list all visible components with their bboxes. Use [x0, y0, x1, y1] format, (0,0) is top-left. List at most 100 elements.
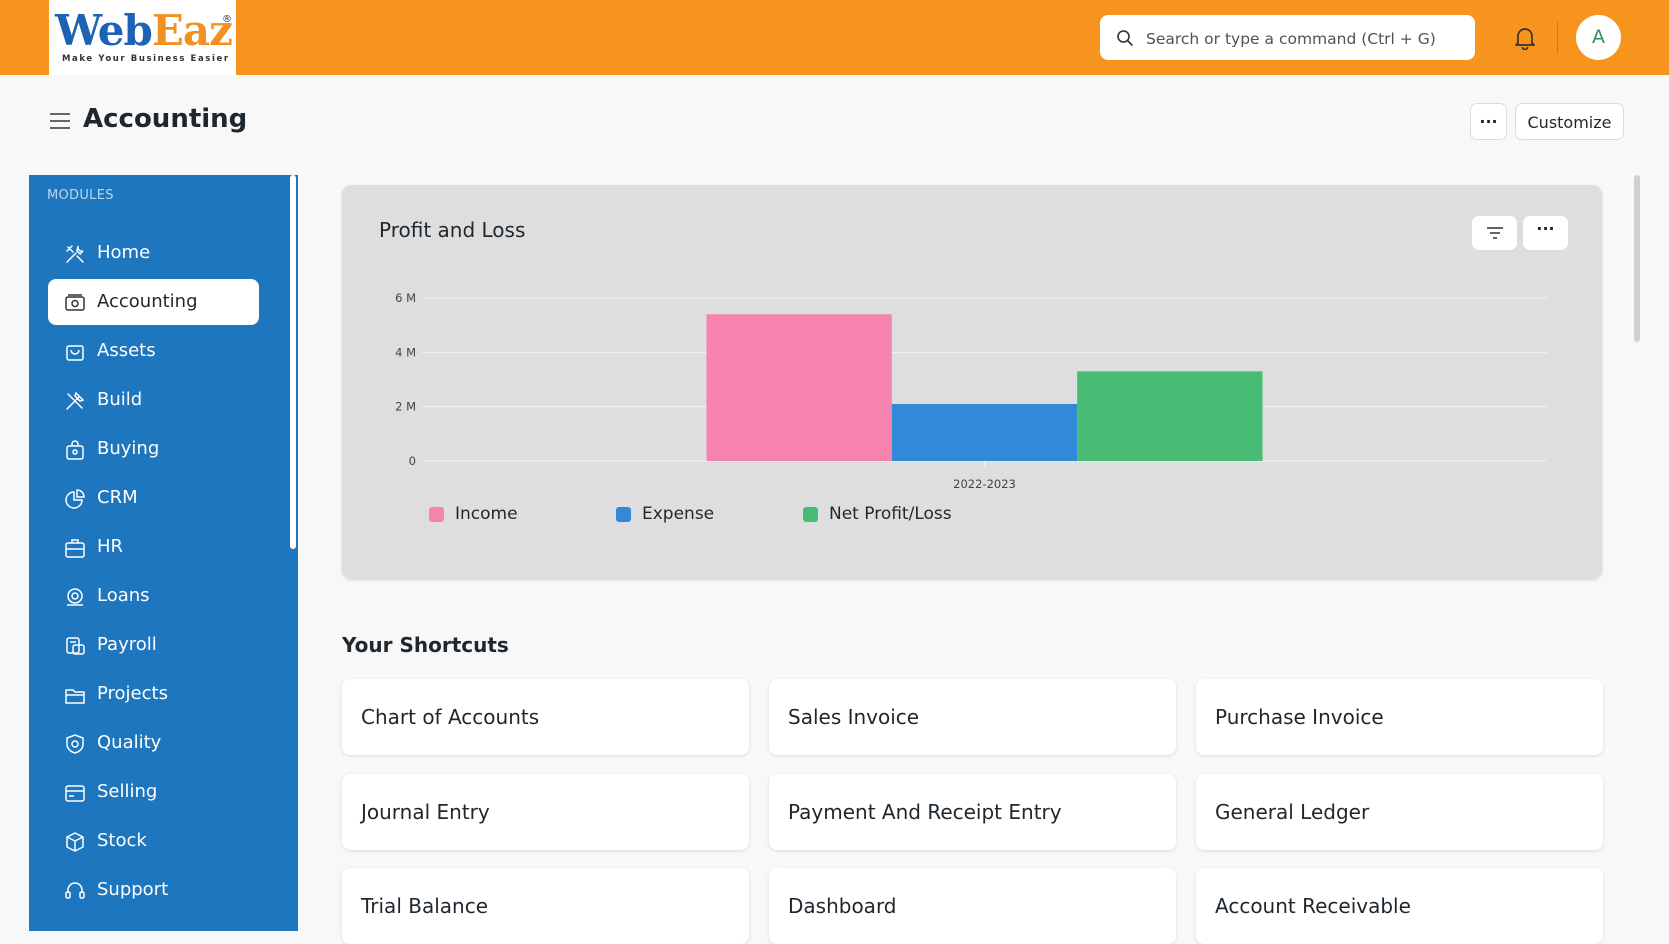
shortcuts-heading: Your Shortcuts: [342, 633, 509, 657]
build-icon: [66, 391, 85, 410]
legend-label: Income: [455, 504, 518, 524]
navbar-divider: [1557, 22, 1558, 54]
legend-swatch: [429, 507, 444, 522]
page-title: Accounting: [83, 104, 248, 134]
shortcut-card[interactable]: Account Receivable: [1196, 868, 1603, 944]
bar-income: [706, 314, 892, 461]
assets-icon: [66, 345, 84, 361]
x-tick-label: 2022-2023: [953, 477, 1016, 491]
y-tick-label: 0: [409, 454, 416, 468]
sidebar-item-build[interactable]: Build: [48, 377, 259, 423]
shortcut-card[interactable]: Trial Balance: [342, 868, 749, 944]
registered-mark: ®: [222, 14, 232, 25]
shortcut-label: Chart of Accounts: [361, 705, 540, 729]
filter-icon: [1486, 227, 1503, 239]
sidebar: MODULES Home Accounting Assets Build Buy…: [29, 175, 298, 931]
shortcut-label: Account Receivable: [1215, 894, 1411, 918]
shortcut-label: Journal Entry: [361, 800, 490, 824]
sidebar-scrollbar[interactable]: [290, 175, 296, 549]
shortcut-card[interactable]: Dashboard: [769, 868, 1176, 944]
y-tick-label: 2 M: [395, 400, 416, 414]
legend-swatch: [803, 507, 818, 522]
sidebar-item-selling[interactable]: Selling: [48, 769, 259, 815]
logo-tagline: Make Your Business Easier: [62, 54, 230, 64]
shortcut-card[interactable]: Purchase Invoice: [1196, 679, 1603, 755]
sidebar-item-label: Quality: [97, 732, 162, 753]
shortcut-label: Dashboard: [788, 894, 897, 918]
shortcut-card[interactable]: Chart of Accounts: [342, 679, 749, 755]
sidebar-item-label: CRM: [97, 487, 138, 508]
sidebar-heading: MODULES: [47, 188, 114, 203]
shortcut-card[interactable]: Payment And Receipt Entry: [769, 774, 1176, 850]
search-bar[interactable]: [1100, 15, 1475, 62]
chart-more-button[interactable]: ···: [1523, 216, 1568, 250]
page-more-button[interactable]: ···: [1470, 103, 1507, 140]
main-scrollbar[interactable]: [1634, 175, 1640, 342]
sidebar-item-buying[interactable]: Buying: [48, 426, 259, 472]
user-avatar[interactable]: A: [1576, 15, 1621, 60]
y-tick-label: 4 M: [395, 345, 416, 359]
sidebar-item-crm[interactable]: CRM: [48, 475, 259, 521]
sidebar-item-hr[interactable]: HR: [48, 524, 259, 570]
sidebar-item-support[interactable]: Support: [48, 867, 259, 913]
brand-logo[interactable]: WebEaz ® Make Your Business Easier: [49, 0, 236, 75]
sidebar-item-label: Selling: [97, 781, 158, 802]
projects-icon: [65, 689, 85, 704]
shortcut-card[interactable]: Journal Entry: [342, 774, 749, 850]
legend-label: Expense: [642, 504, 715, 524]
sidebar-item-label: Home: [97, 242, 151, 263]
sidebar-item-accounting[interactable]: Accounting: [48, 279, 259, 325]
shortcut-label: Sales Invoice: [788, 705, 920, 729]
loans-icon: [67, 588, 83, 606]
profit-loss-chart: 0 2 M 4 M 6 M 2022-2023: [395, 291, 1547, 491]
shortcut-label: Purchase Invoice: [1215, 705, 1384, 729]
sidebar-item-payroll[interactable]: Payroll: [48, 622, 259, 668]
legend-label: Net Profit/Loss: [829, 504, 952, 524]
quality-icon: [66, 734, 84, 754]
bar-net-profit-loss: [1077, 371, 1263, 461]
sidebar-item-label: Payroll: [97, 634, 157, 655]
sidebar-item-label: Accounting: [97, 291, 198, 312]
shortcut-card[interactable]: Sales Invoice: [769, 679, 1176, 755]
logo-wordmark: WebEaz: [55, 6, 233, 55]
buying-icon: [66, 440, 84, 460]
search-input[interactable]: [1144, 15, 1468, 62]
y-tick-label: 6 M: [395, 291, 416, 305]
sidebar-item-projects[interactable]: Projects: [48, 671, 259, 717]
bar-expense: [891, 403, 1078, 461]
sidebar-item-label: Support: [97, 879, 169, 900]
selling-icon: [65, 785, 85, 802]
top-navbar: WebEaz ® Make Your Business Easier A: [0, 0, 1669, 75]
sidebar-item-label: Loans: [97, 585, 150, 606]
sidebar-item-loans[interactable]: Loans: [48, 573, 259, 619]
sidebar-item-label: HR: [97, 536, 124, 557]
sidebar-toggle-icon[interactable]: [49, 111, 71, 131]
payroll-icon: [66, 637, 85, 655]
sidebar-item-label: Stock: [97, 830, 147, 851]
sidebar-item-label: Build: [97, 389, 143, 410]
shortcut-label: Trial Balance: [361, 894, 488, 918]
customize-button[interactable]: Customize: [1515, 103, 1624, 140]
sidebar-item-home[interactable]: Home: [48, 230, 259, 276]
sidebar-item-label: Buying: [97, 438, 160, 459]
tools-icon: [66, 245, 84, 263]
shortcut-label: General Ledger: [1215, 800, 1370, 824]
accounting-icon: [65, 294, 85, 311]
sidebar-item-assets[interactable]: Assets: [48, 328, 259, 374]
sidebar-item-label: Assets: [97, 340, 156, 361]
shortcut-label: Payment And Receipt Entry: [788, 800, 1062, 824]
search-icon: [1117, 30, 1133, 46]
sidebar-item-quality[interactable]: Quality: [48, 720, 259, 766]
shortcut-card[interactable]: General Ledger: [1196, 774, 1603, 850]
chart-filter-button[interactable]: [1472, 216, 1517, 250]
sidebar-item-label: Projects: [97, 683, 168, 704]
support-icon: [65, 882, 85, 899]
hr-icon: [65, 539, 85, 558]
stock-icon: [66, 832, 84, 852]
sidebar-item-stock[interactable]: Stock: [48, 818, 259, 864]
chart-title: Profit and Loss: [379, 218, 526, 242]
bell-icon[interactable]: [1514, 26, 1536, 50]
crm-icon: [65, 489, 85, 509]
legend-swatch: [616, 507, 631, 522]
